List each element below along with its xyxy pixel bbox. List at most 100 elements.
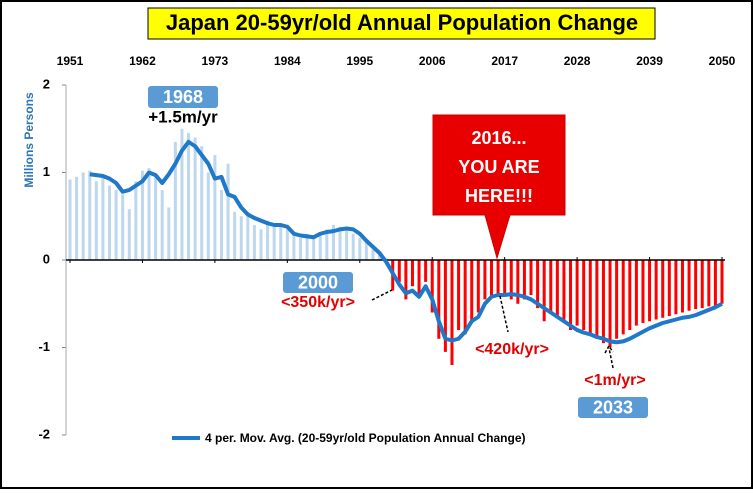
title-box: [147, 7, 656, 40]
annotation-label: +1.5m/yr: [148, 107, 218, 126]
bar: [266, 220, 270, 260]
bar: [272, 225, 276, 260]
bar: [542, 260, 546, 322]
bar: [331, 225, 335, 260]
bar: [305, 233, 309, 260]
bar: [219, 190, 223, 260]
bar: [88, 170, 92, 260]
bar: [529, 260, 533, 295]
annotation-box: [283, 272, 353, 293]
bar: [707, 260, 711, 307]
y-tick-label: -2: [38, 426, 50, 441]
bar: [674, 260, 678, 315]
bar: [569, 260, 573, 330]
bar: [108, 185, 112, 260]
bar: [648, 260, 652, 322]
y-tick-label: 2: [43, 76, 50, 91]
bar: [575, 260, 579, 326]
bar: [299, 238, 303, 260]
bar: [364, 242, 368, 260]
bar: [588, 260, 592, 335]
bar: [641, 260, 645, 323]
bar: [338, 226, 342, 260]
x-tick-label: 1973: [202, 54, 229, 68]
bar: [68, 179, 72, 260]
bar: [318, 232, 322, 260]
bar: [615, 260, 619, 339]
bar: [509, 260, 513, 300]
bar: [555, 260, 559, 317]
bar: [489, 260, 493, 297]
annotation-label: 1968: [163, 87, 203, 107]
bar: [397, 260, 401, 282]
annotation-label: <1m/yr>: [584, 372, 645, 389]
bar: [424, 260, 428, 282]
bar: [226, 163, 230, 260]
bar: [371, 249, 375, 260]
bar: [206, 172, 210, 260]
y-tick-label: 0: [43, 251, 50, 266]
annotation-label: 2033: [593, 397, 633, 417]
bar: [154, 174, 158, 260]
bar: [582, 260, 586, 330]
bar: [81, 172, 85, 260]
bar: [345, 229, 349, 260]
bar: [134, 181, 138, 260]
bar: [193, 137, 197, 260]
bar: [720, 260, 724, 304]
bar: [312, 235, 316, 260]
bar: [325, 229, 329, 260]
bar: [417, 260, 421, 295]
y-axis-title: Millions Persons: [22, 92, 36, 188]
annotation-arrow: [499, 295, 509, 333]
callout-label: YOU ARE: [458, 157, 539, 177]
bar: [187, 133, 191, 260]
bar: [180, 128, 184, 260]
annotation-label: 2000: [298, 272, 338, 292]
bar: [233, 211, 237, 260]
bar: [358, 238, 362, 260]
bar: [700, 260, 704, 309]
bar: [252, 225, 256, 260]
bar: [292, 233, 296, 260]
bar: [634, 260, 638, 326]
bar: [167, 207, 171, 260]
bar: [680, 260, 684, 313]
bar: [213, 155, 217, 260]
bar: [239, 216, 243, 260]
bar: [410, 260, 414, 287]
bar: [127, 209, 131, 260]
bar: [200, 146, 204, 260]
bar: [522, 260, 526, 300]
bar: [661, 260, 665, 318]
bar: [687, 260, 691, 311]
bar: [246, 211, 250, 260]
bar: [483, 260, 487, 300]
legend-label: 4 per. Mov. Avg. (20-59yr/old Population…: [205, 431, 525, 445]
bar: [450, 260, 454, 365]
bar: [173, 141, 177, 260]
annotation-arrow: [371, 289, 393, 301]
x-tick-label: 2039: [636, 54, 663, 68]
callout: [432, 114, 566, 260]
callout-label: HERE!!!: [465, 186, 533, 206]
annotation-label: <420k/yr>: [475, 341, 549, 358]
bar: [496, 260, 500, 297]
bar: [476, 260, 480, 313]
bar: [285, 229, 289, 260]
annotation-box: [578, 397, 648, 418]
bar: [536, 260, 540, 309]
bar: [94, 181, 98, 260]
bar: [121, 194, 125, 260]
bar: [259, 229, 263, 260]
bar: [503, 260, 507, 295]
bar: [147, 168, 151, 260]
bar: [75, 176, 79, 260]
x-tick-label: 2050: [709, 54, 736, 68]
bar: [457, 260, 461, 330]
bar: [713, 260, 717, 306]
x-tick-label: 1984: [274, 54, 301, 68]
bar: [114, 190, 118, 260]
bar: [140, 170, 144, 260]
